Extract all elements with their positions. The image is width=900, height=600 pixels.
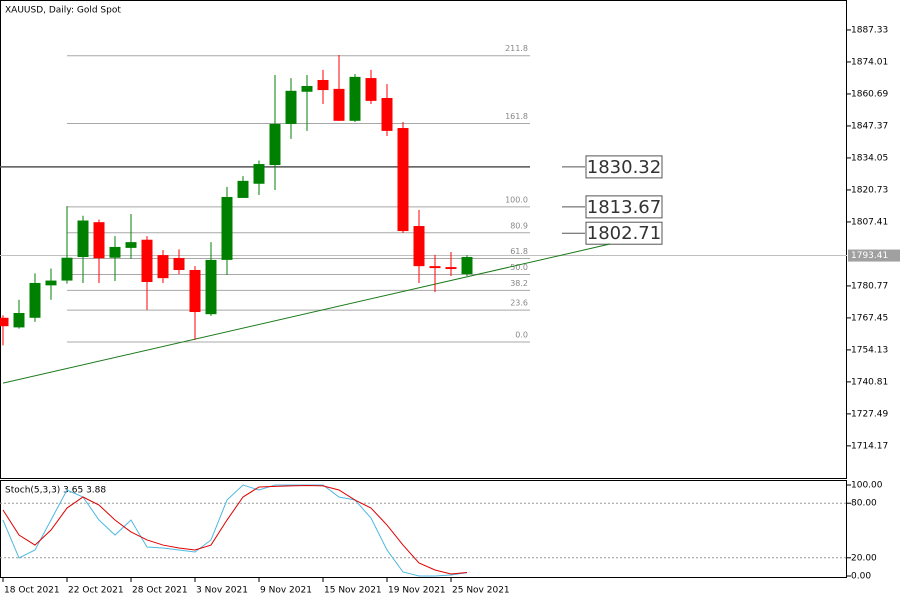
fib-label: 211.8 xyxy=(505,44,528,53)
y-tick-label: 1714.17 xyxy=(851,441,888,451)
y-tick-label: 1820.73 xyxy=(851,185,888,195)
stoch-panel xyxy=(0,480,847,578)
candle-body xyxy=(61,257,73,281)
candle-body xyxy=(157,255,169,279)
price-box-label: 1813.67 xyxy=(587,197,661,218)
candle-body xyxy=(461,257,473,275)
trendline xyxy=(2,243,611,384)
candle-body xyxy=(237,180,249,198)
fib-label: 23.6 xyxy=(510,299,528,308)
candle-body xyxy=(13,312,25,328)
candle-body xyxy=(333,88,345,121)
x-tick-label: 15 Nov 2021 xyxy=(324,586,382,596)
y-tick-label: 1834.05 xyxy=(851,153,888,163)
candle-body xyxy=(269,123,281,166)
candle-body xyxy=(29,282,41,318)
candle-body xyxy=(189,269,201,313)
fib-label: 38.2 xyxy=(510,279,528,288)
chart-title: XAUUSD, Daily: Gold Spot xyxy=(5,6,121,16)
y-tick-label: 1754.13 xyxy=(851,345,888,355)
current-price-label: 1793.41 xyxy=(851,251,888,261)
x-tick-label: 19 Nov 2021 xyxy=(388,586,446,596)
candle-body xyxy=(429,266,441,269)
price-box xyxy=(585,155,663,179)
candle-body xyxy=(77,220,89,258)
fib-label: 100.0 xyxy=(505,195,528,204)
candle-body xyxy=(317,79,329,91)
y-tick-label: 100.00 xyxy=(851,481,883,491)
indicator-title: Stoch(5,3,3) 3.65 3.88 xyxy=(5,486,106,496)
price-box-label: 1830.32 xyxy=(587,157,661,178)
y-tick-label: 0.00 xyxy=(851,571,871,581)
price-box-label: 1802.71 xyxy=(587,223,661,244)
y-tick-label: 20.00 xyxy=(851,553,877,563)
fib-label: 61.8 xyxy=(510,247,528,256)
price-box xyxy=(585,221,663,245)
x-tick-label: 18 Oct 2021 xyxy=(4,586,60,596)
candle-body xyxy=(109,246,121,258)
candle-body xyxy=(205,259,217,315)
fib-label: 80.9 xyxy=(510,221,528,230)
y-tick-label: 1727.49 xyxy=(851,409,888,419)
candle-body xyxy=(45,280,57,286)
candle-body xyxy=(301,85,313,92)
stoch-line xyxy=(2,484,468,575)
current-price-bg xyxy=(848,249,900,262)
candle-body xyxy=(173,257,185,270)
candle-body xyxy=(0,317,9,327)
y-tick-label: 1887.33 xyxy=(851,25,888,35)
candle-body xyxy=(365,78,377,101)
price-box xyxy=(585,195,663,219)
candle-body xyxy=(93,222,105,259)
fib-label: 161.8 xyxy=(505,112,528,121)
fib-label: 0.0 xyxy=(515,331,528,340)
stoch-line xyxy=(2,484,468,577)
y-tick-label: 1780.77 xyxy=(851,281,888,291)
x-tick-label: 25 Nov 2021 xyxy=(452,586,510,596)
candle-body xyxy=(125,242,137,248)
candle-body xyxy=(141,239,153,282)
x-tick-label: 3 Nov 2021 xyxy=(196,586,248,596)
y-tick-label: 80.00 xyxy=(851,499,877,509)
candle-body xyxy=(221,196,233,260)
main-panel xyxy=(0,0,847,479)
candle-body xyxy=(397,128,409,232)
y-tick-label: 1740.81 xyxy=(851,377,888,387)
y-tick-label: 1860.69 xyxy=(851,89,888,99)
x-tick-label: 28 Oct 2021 xyxy=(132,586,188,596)
y-tick-label: 1767.45 xyxy=(851,313,888,323)
candle-body xyxy=(445,267,457,270)
x-tick-label: 9 Nov 2021 xyxy=(260,586,312,596)
candle-body xyxy=(253,164,265,184)
candle-body xyxy=(349,76,361,121)
candle-body xyxy=(381,98,393,131)
y-tick-label: 1807.41 xyxy=(851,217,888,227)
candle-body xyxy=(285,90,297,124)
fib-label: 50.0 xyxy=(510,263,528,272)
x-tick-label: 22 Oct 2021 xyxy=(68,586,124,596)
y-tick-label: 1874.01 xyxy=(851,57,888,67)
y-tick-label: 1847.37 xyxy=(851,121,888,131)
candle-body xyxy=(413,226,425,267)
